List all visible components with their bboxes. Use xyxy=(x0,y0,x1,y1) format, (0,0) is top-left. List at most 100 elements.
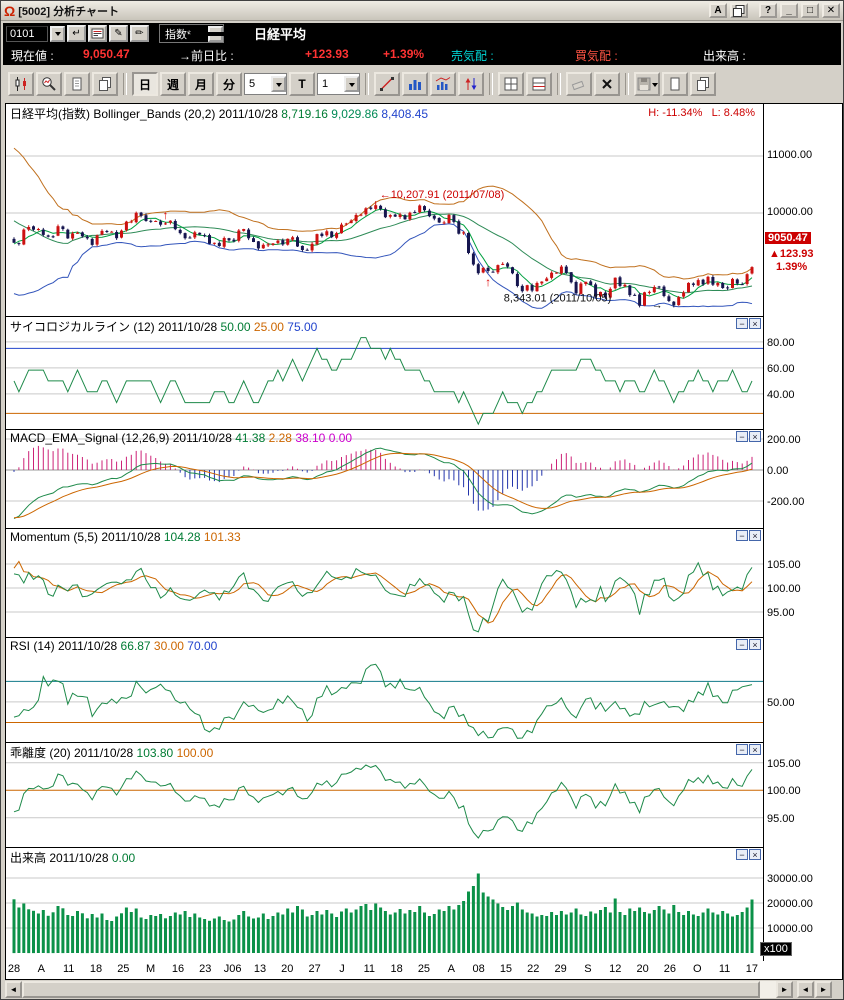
page-right-button[interactable]: ► xyxy=(815,981,832,998)
panel-minimize-button[interactable]: − xyxy=(736,639,748,650)
momentum-panel[interactable]: Momentum (5,5) 2011/10/28 104.28 101.33 … xyxy=(6,529,763,638)
rsi-panel[interactable]: RSI (14) 2011/10/28 66.87 30.00 70.00 − × xyxy=(6,638,763,743)
delete-x-icon xyxy=(602,79,612,89)
zoom-button[interactable] xyxy=(36,72,62,96)
category-select-arrow[interactable] xyxy=(188,25,243,42)
candle-chart-button[interactable] xyxy=(8,72,34,96)
psychological-plot[interactable] xyxy=(6,317,763,429)
time-axis-label: 08 xyxy=(472,963,485,975)
grid-icon xyxy=(504,77,518,91)
text-tool-button[interactable]: T xyxy=(289,72,315,96)
main-chart-plot[interactable]: ←10,207.91 (2011/07/08) 8,343.01 (2011/10… xyxy=(6,104,763,316)
grid-button[interactable] xyxy=(498,72,524,96)
panel-minimize-button[interactable]: − xyxy=(736,431,748,442)
panel-close-button[interactable]: × xyxy=(749,530,761,541)
minute-count-select[interactable]: 5 xyxy=(244,73,287,95)
psychological-line-panel[interactable]: サイコロジカルライン (12) 2011/10/28 50.00 25.00 7… xyxy=(6,317,763,430)
panel-minimize-button[interactable]: − xyxy=(736,530,748,541)
histogram-button[interactable] xyxy=(430,72,456,96)
eraser-button[interactable] xyxy=(566,72,592,96)
time-axis-label: 15 xyxy=(499,963,513,975)
panel-close-button[interactable]: × xyxy=(749,318,761,329)
category-select[interactable]: 指数* xyxy=(159,24,243,43)
page-left-button[interactable]: ◄ xyxy=(797,981,814,998)
price-axis: 9050.47 ▲123.93 1.39% x100 11000.00 10000… xyxy=(760,104,841,961)
scroll-right-button[interactable]: ► xyxy=(776,981,793,998)
delete-all-button[interactable] xyxy=(594,72,620,96)
time-axis-label: A xyxy=(447,963,455,975)
axis-label: 30000.00 xyxy=(767,873,813,885)
time-axis-label: 17 xyxy=(745,963,759,975)
updown-marker-button[interactable] xyxy=(458,72,484,96)
time-axis-label: 28 xyxy=(7,963,21,975)
time-axis-label: 23 xyxy=(199,963,212,975)
time-axis-label: 22 xyxy=(527,963,540,975)
macd-panel[interactable]: MACD_EMA_Signal (12,26,9) 2011/10/28 41.… xyxy=(6,430,763,529)
minute-count-arrow[interactable] xyxy=(271,76,286,92)
toolbar-separator xyxy=(625,73,629,95)
panel-minimize-button[interactable]: − xyxy=(736,318,748,329)
unit-count-arrow[interactable] xyxy=(344,76,359,92)
svg-text:8,343.01 (2011/10/05): 8,343.01 (2011/10/05) xyxy=(504,292,611,304)
trendline-button[interactable] xyxy=(374,72,400,96)
symbol-code-dropdown[interactable] xyxy=(50,25,65,42)
time-axis-label: 11 xyxy=(62,963,75,975)
period-month-button[interactable]: 月 xyxy=(188,72,214,96)
main-chart-panel[interactable]: ←10,207.91 (2011/07/08) 8,343.01 (2011/10… xyxy=(6,104,763,317)
close-button[interactable]: ✕ xyxy=(822,3,840,18)
quote-row: 現在値 : 9,050.47 →前日比 : +123.93 +1.39% 売気配… xyxy=(3,44,841,65)
split-panel-icon xyxy=(532,77,546,91)
bar-chart-button[interactable] xyxy=(402,72,428,96)
panel-close-button[interactable]: × xyxy=(749,744,761,755)
unit-count-select[interactable]: 1 xyxy=(317,73,360,95)
momentum-header: Momentum (5,5) 2011/10/28 104.28 101.33 xyxy=(10,530,241,544)
panel-close-button[interactable]: × xyxy=(749,849,761,860)
kairi-panel[interactable]: 乖離度 (20) 2011/10/28 103.80 100.00 − × xyxy=(6,743,763,848)
chevron-down-icon xyxy=(275,82,282,90)
period-minute-button[interactable]: 分 xyxy=(216,72,242,96)
save-button[interactable] xyxy=(634,72,660,96)
scrollbar-thumb[interactable] xyxy=(22,981,760,998)
axis-label: 50.00 xyxy=(767,697,795,709)
new-page-button[interactable] xyxy=(662,72,688,96)
copy-window-button[interactable] xyxy=(730,3,748,18)
time-axis-label: 18 xyxy=(390,963,403,975)
period-day-button[interactable]: 日 xyxy=(132,72,158,96)
minimize-button[interactable]: _ xyxy=(780,3,798,18)
volume-panel[interactable]: 出来高 2011/10/28 0.00 − × xyxy=(6,848,763,960)
annotation-button[interactable]: A xyxy=(709,3,727,18)
up-down-arrows-icon xyxy=(465,78,477,90)
time-axis-label: O xyxy=(692,963,702,975)
horizontal-scrollbar[interactable]: ◄ ► xyxy=(5,981,793,998)
enter-button[interactable]: ↵ xyxy=(67,25,86,42)
page-layout-button[interactable] xyxy=(690,72,716,96)
period-week-button[interactable]: 週 xyxy=(160,72,186,96)
chevron-down-icon xyxy=(652,82,658,90)
edit-button[interactable]: ✎ xyxy=(109,25,128,42)
macd-plot[interactable] xyxy=(6,430,763,528)
chart-list-button[interactable] xyxy=(88,25,107,42)
scrollbar-track[interactable] xyxy=(760,981,776,998)
help-button[interactable]: ? xyxy=(759,3,777,18)
momentum-plot[interactable] xyxy=(6,529,763,637)
time-axis-label: 11 xyxy=(363,963,375,975)
time-axis-label: S xyxy=(584,963,592,975)
symbol-code-input[interactable]: 0101 xyxy=(6,25,48,42)
volume-header: 出来高 2011/10/28 0.00 xyxy=(10,851,136,865)
panel-close-button[interactable]: × xyxy=(749,639,761,650)
maximize-button[interactable]: □ xyxy=(801,3,819,18)
volume-plot[interactable] xyxy=(6,848,763,960)
blue-bars-line-icon xyxy=(435,77,451,90)
time-axis-label: J xyxy=(339,963,345,975)
panel-close-button[interactable]: × xyxy=(749,431,761,442)
design-button[interactable]: ✏ xyxy=(130,25,149,42)
kairi-plot[interactable] xyxy=(6,743,763,847)
split-panel-button[interactable] xyxy=(526,72,552,96)
control-strip: 0101 ↵ ✎ ✏ 指数* 日経平均 現在値 : 9,050.47 →前日比 … xyxy=(3,23,841,65)
copy-chart-button[interactable] xyxy=(64,72,90,96)
panel-minimize-button[interactable]: − xyxy=(736,744,748,755)
rsi-plot[interactable] xyxy=(6,638,763,742)
panel-minimize-button[interactable]: − xyxy=(736,849,748,860)
scroll-left-button[interactable]: ◄ xyxy=(5,981,22,998)
copy-image-button[interactable] xyxy=(92,72,118,96)
